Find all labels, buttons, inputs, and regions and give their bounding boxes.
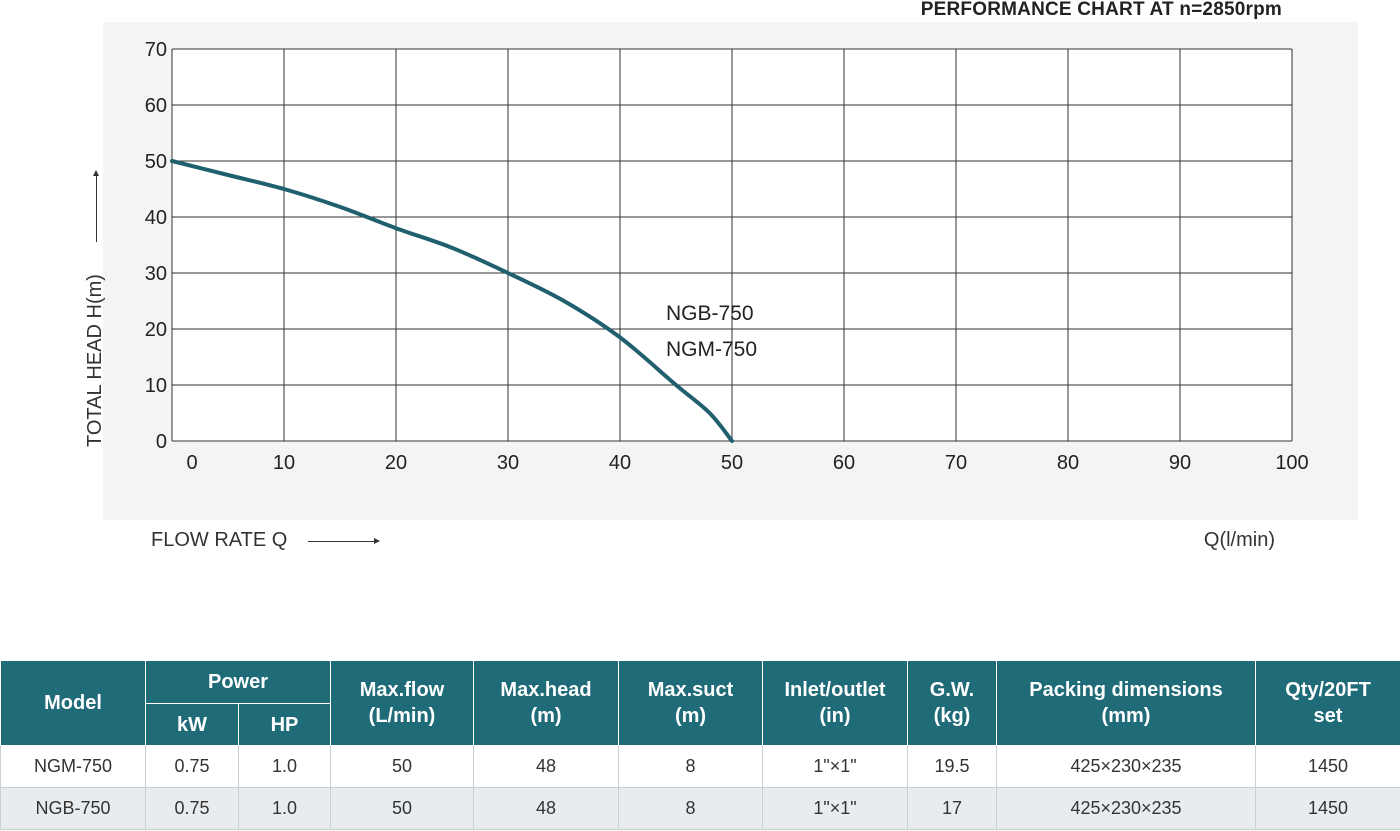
header-qty-line2: set — [1313, 705, 1343, 727]
curve-label: NGM-750 — [666, 338, 757, 361]
x-tick-label: 60 — [833, 452, 855, 474]
cell-max-head: 48 — [473, 745, 619, 788]
y-tick-label: 20 — [145, 319, 167, 341]
header-power: Power — [145, 660, 331, 704]
header-packing-line2: (mm) — [1101, 705, 1151, 727]
cell-inlet-outlet: 1"×1" — [762, 745, 908, 788]
x-tick-label: 100 — [1275, 452, 1308, 474]
header-inlet-line2: (in) — [819, 705, 851, 727]
x-tick-label: 80 — [1057, 452, 1079, 474]
header-max-flow-line2: (L/min) — [368, 705, 436, 727]
header-qty-line1: Qty/20FT — [1285, 679, 1371, 701]
header-max-suct-line2: (m) — [674, 705, 707, 727]
cell-model: NGB-750 — [0, 787, 146, 830]
y-tick-label: 40 — [145, 207, 167, 229]
cell-gw: 17 — [907, 787, 997, 830]
header-gw-line1: G.W. — [929, 679, 975, 701]
cell-kw: 0.75 — [145, 745, 239, 788]
header-max-head-line1: Max.head — [500, 679, 592, 701]
y-tick-label: 30 — [145, 263, 167, 285]
y-tick-label: 50 — [145, 151, 167, 173]
x-axis-label: FLOW RATE Q — [151, 529, 288, 551]
header-max-flow: Max.flow (L/min) — [330, 660, 474, 746]
cell-inlet-outlet: 1"×1" — [762, 787, 908, 830]
header-max-head: Max.head (m) — [473, 660, 619, 746]
x-tick-label: 90 — [1169, 452, 1191, 474]
y-tick-label: 70 — [145, 39, 167, 61]
x-tick-label: 70 — [945, 452, 967, 474]
cell-max-flow: 50 — [330, 745, 474, 788]
table-row: NGM-750 0.75 1.0 50 48 8 1"×1" 19.5 425×… — [0, 745, 1400, 788]
performance-chart: 0 10 20 30 40 50 60 70 80 90 100 0 10 20 30 40 50 60 70 NGB… — [145, 39, 1309, 474]
header-gw-line2: (kg) — [933, 705, 971, 727]
header-inlet-line1: Inlet/outlet — [784, 679, 886, 701]
y-tick-label: 60 — [145, 95, 167, 117]
x-axis-arrow — [308, 538, 380, 544]
header-model: Model — [0, 660, 146, 746]
header-kw: kW — [145, 703, 239, 746]
x-tick-label: 40 — [609, 452, 631, 474]
header-qty: Qty/20FT set — [1255, 660, 1400, 746]
x-tick-label: 10 — [273, 452, 295, 474]
y-axis-label: TOTAL HEAD H(m) — [84, 274, 106, 447]
curve-label: NGB-750 — [666, 302, 754, 325]
header-max-head-line2: (m) — [530, 705, 562, 727]
header-inlet-outlet: Inlet/outlet (in) — [762, 660, 908, 746]
header-packing-line1: Packing dimensions — [1029, 679, 1223, 701]
cell-gw: 19.5 — [907, 745, 997, 788]
header-gw: G.W. (kg) — [907, 660, 997, 746]
cell-qty: 1450 — [1255, 745, 1400, 788]
x-tick-label: 50 — [721, 452, 743, 474]
cell-packing: 425×230×235 — [996, 745, 1256, 788]
header-max-flow-line1: Max.flow — [359, 679, 445, 701]
cell-max-head: 48 — [473, 787, 619, 830]
cell-hp: 1.0 — [238, 745, 331, 788]
x-tick-label: 30 — [497, 452, 519, 474]
table-row: NGB-750 0.75 1.0 50 48 8 1"×1" 17 425×23… — [0, 787, 1400, 830]
cell-max-flow: 50 — [330, 787, 474, 830]
header-hp: HP — [238, 703, 331, 746]
chart-title: PERFORMANCE CHART AT n=2850rpm — [920, 0, 1282, 20]
cell-model: NGM-750 — [0, 745, 146, 788]
spec-table: Model Power Max.flow (L/min) Max.head (m) … — [0, 660, 1400, 830]
cell-kw: 0.75 — [145, 787, 239, 830]
cell-qty: 1450 — [1255, 787, 1400, 830]
y-tick-label: 0 — [156, 431, 167, 453]
y-tick-label: 10 — [145, 375, 167, 397]
header-max-suct-line1: Max.suct — [647, 679, 734, 701]
cell-hp: 1.0 — [238, 787, 331, 830]
cell-packing: 425×230×235 — [996, 787, 1256, 830]
x-axis-unit: Q(l/min) — [1203, 529, 1275, 551]
header-packing: Packing dimensions (mm) — [996, 660, 1256, 746]
cell-max-suct: 8 — [618, 745, 763, 788]
header-max-suct: Max.suct (m) — [618, 660, 763, 746]
y-axis-arrow — [93, 170, 99, 242]
cell-max-suct: 8 — [618, 787, 763, 830]
performance-curve — [170, 159, 734, 443]
x-tick-label: 0 — [186, 452, 197, 474]
x-tick-label: 20 — [385, 452, 407, 474]
